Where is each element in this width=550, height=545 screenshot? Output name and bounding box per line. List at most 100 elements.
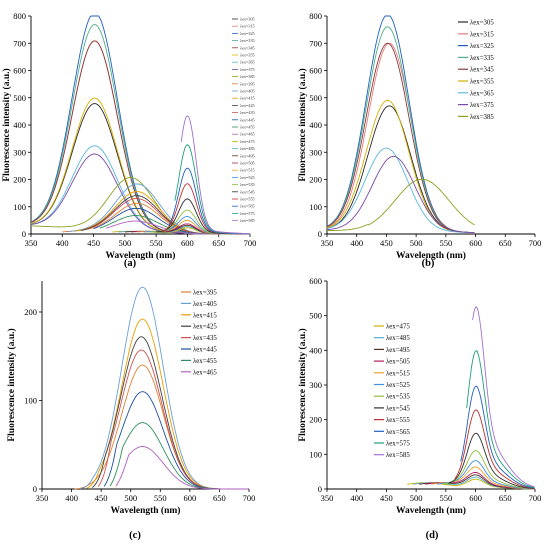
- y-tick-label: 100: [13, 202, 26, 212]
- y-tick-label: 500: [13, 93, 26, 103]
- series-line: [30, 145, 250, 235]
- series-group: [407, 305, 535, 490]
- series-line: [326, 105, 475, 234]
- y-axis-title: Fluorescence intensity (a.u.): [6, 328, 17, 441]
- legend-label: λex=555: [386, 417, 410, 424]
- legend-label: λex=485: [240, 146, 255, 151]
- y-tick-label: 600: [309, 66, 322, 76]
- y-tick-label: 800: [13, 11, 26, 21]
- y-axis-title: Fluorescence intensity (a.u.): [1, 68, 12, 181]
- x-tick-label: 550: [439, 238, 452, 248]
- y-tick-label: 200: [24, 307, 37, 317]
- x-tick-label: 550: [439, 493, 452, 503]
- legend: λex=395 λex=405 λex=415 λex=425 λex=435 λex=4…: [181, 290, 217, 376]
- legend-label: λex=365: [240, 60, 255, 65]
- x-tick-label: 500: [410, 238, 423, 248]
- legend-label: λex=485: [386, 335, 410, 342]
- legend-label: λex=415: [240, 96, 255, 101]
- legend-label: λex=325: [240, 31, 255, 36]
- x-axis-title: Wavelength (nm): [111, 505, 181, 516]
- legend-label: λex=435: [193, 335, 217, 342]
- legend-label: λex=515: [386, 370, 410, 377]
- legend-label: λex=585: [386, 452, 410, 459]
- legend-label: λex=415: [193, 312, 217, 319]
- x-tick-label: 700: [244, 238, 257, 248]
- x-tick-label: 600: [183, 493, 196, 503]
- legend-label: λex=535: [240, 182, 255, 187]
- x-axis-title: Wavelength (nm): [396, 505, 466, 516]
- series-line: [30, 153, 250, 235]
- legend-label: λex=435: [240, 110, 255, 115]
- legend-label: λex=425: [240, 103, 255, 108]
- y-axis-title: Fluorescence intensity (a.u.): [297, 68, 308, 181]
- legend-label: λex=515: [240, 168, 255, 173]
- x-axis-title: Wavelength (nm): [106, 250, 176, 261]
- legend-label: λex=355: [470, 79, 494, 86]
- series-line: [466, 349, 535, 488]
- series-group: [326, 15, 475, 234]
- legend-label: λex=505: [386, 359, 410, 366]
- x-tick-label: 650: [499, 493, 512, 503]
- series-line: [326, 155, 475, 234]
- legend-label: λex=305: [240, 17, 255, 22]
- x-tick-label: 400: [56, 238, 69, 248]
- legend-label: λex=395: [193, 290, 217, 297]
- legend-label: λex=385: [470, 114, 494, 121]
- series-line: [454, 409, 535, 489]
- x-tick-label: 400: [350, 238, 363, 248]
- y-tick-label: 700: [309, 38, 322, 48]
- y-tick-label: 500: [309, 93, 322, 103]
- legend-label: λex=545: [240, 189, 255, 194]
- y-tick-label: 200: [309, 415, 322, 425]
- x-tick-label: 350: [321, 493, 334, 503]
- series-line: [327, 178, 475, 231]
- y-tick-label: 0: [22, 229, 26, 239]
- legend-label: λex=445: [240, 117, 255, 122]
- y-tick-label: 0: [318, 229, 322, 239]
- legend-label: λex=575: [386, 441, 410, 448]
- y-tick-label: 200: [13, 175, 26, 185]
- y-tick-label: 300: [13, 147, 26, 157]
- chart-a: 350 400 450 500 550 600 650 700 0 100 200 300 400 500…: [1, 11, 256, 269]
- legend-label: λex=405: [193, 301, 217, 308]
- legend-label: λex=315: [240, 24, 255, 29]
- series-line: [74, 364, 249, 490]
- y-tick-label: 600: [13, 66, 26, 76]
- legend-label: λex=335: [470, 55, 494, 62]
- x-tick-label: 700: [529, 493, 542, 503]
- panel-tag: (a): [124, 258, 137, 269]
- legend-label: λex=355: [240, 53, 255, 58]
- y-axis-title: Fluorescence intensity (a.u.): [297, 328, 308, 441]
- x-tick-label: 600: [469, 238, 482, 248]
- x-tick-label: 650: [499, 238, 512, 248]
- x-tick-label: 650: [213, 493, 226, 503]
- legend-label: λex=525: [386, 382, 410, 389]
- y-tick-label: 600: [309, 276, 322, 286]
- legend-label: λex=385: [240, 74, 255, 79]
- x-tick-label: 550: [154, 493, 167, 503]
- x-tick-label: 700: [243, 493, 256, 503]
- chart-d: 350 400 450 500 550 600 650 700 0 100 200 300 400 500…: [297, 276, 541, 541]
- series-line: [472, 305, 535, 488]
- legend-label: λex=345: [470, 67, 494, 74]
- panel-tag: (c): [129, 530, 141, 541]
- x-tick-label: 450: [95, 493, 108, 503]
- legend-label: λex=505: [240, 161, 255, 166]
- x-tick-label: 600: [181, 238, 194, 248]
- legend: λex=305 λex=315 λex=325 λex=335 λex=345 λex=3…: [458, 20, 494, 121]
- y-tick-label: 300: [309, 380, 322, 390]
- y-tick-label: 500: [309, 311, 322, 321]
- y-tick-label: 400: [309, 345, 322, 355]
- legend-label: λex=475: [386, 324, 410, 331]
- legend-label: λex=455: [240, 125, 255, 130]
- series-line: [180, 115, 250, 235]
- x-tick-label: 650: [212, 238, 225, 248]
- legend-label: λex=475: [240, 139, 255, 144]
- series-line: [460, 385, 535, 489]
- legend-label: λex=405: [240, 89, 255, 94]
- legend-label: λex=325: [470, 43, 494, 50]
- series-line: [326, 147, 475, 234]
- series-group: [30, 15, 250, 235]
- legend-label: λex=495: [240, 153, 255, 158]
